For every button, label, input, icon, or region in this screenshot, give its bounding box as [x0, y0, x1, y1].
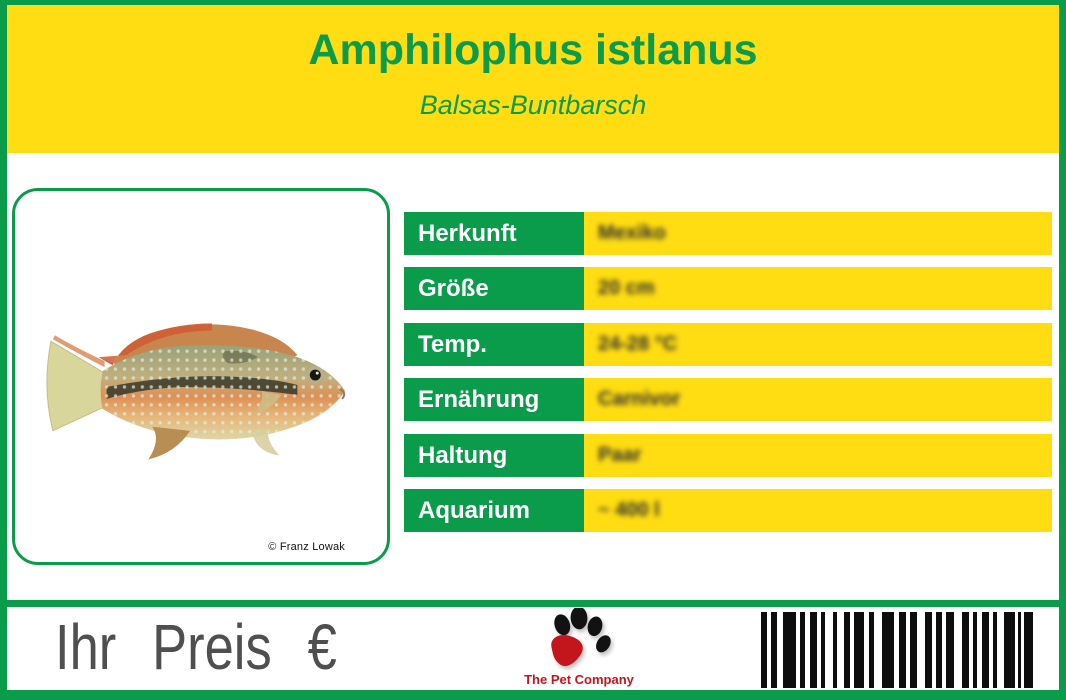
fish-image	[46, 323, 346, 460]
brand-name: The Pet Company	[524, 672, 634, 687]
footer-section: Ihr Preis € The Pet Company	[7, 607, 1059, 690]
spec-row-temp: Temp. 24-28 °C	[404, 323, 1052, 366]
spec-label: Ernährung	[404, 378, 584, 421]
fish-photo-frame: © Franz Lowak	[12, 188, 390, 565]
spec-label: Haltung	[404, 434, 584, 477]
brand-logo: The Pet Company	[519, 608, 639, 690]
paw-icon	[551, 608, 611, 667]
spec-row-aquarium: Aquarium ~ 400 l	[404, 489, 1052, 532]
spec-value-text: Paar	[598, 444, 642, 466]
spec-value-text: 20 cm	[598, 277, 655, 299]
barcode-bar	[946, 612, 954, 688]
spec-value: Paar	[584, 434, 1052, 477]
spec-row-ernaehrung: Ernährung Carnivor	[404, 378, 1052, 421]
spec-row-haltung: Haltung Paar	[404, 434, 1052, 477]
spec-value-text: Mexiko	[598, 222, 666, 244]
barcode-bar	[982, 612, 989, 688]
barcode-bar	[800, 612, 805, 688]
barcode-bar	[936, 612, 942, 688]
spec-label: Aquarium	[404, 489, 584, 532]
barcode-bar	[783, 612, 796, 688]
barcode-bar	[761, 612, 767, 688]
barcode-bar	[925, 612, 932, 688]
spec-label: Temp.	[404, 323, 584, 366]
barcode-bar	[1018, 612, 1021, 688]
barcode-bar	[882, 612, 894, 688]
spec-value: Carnivor	[584, 378, 1052, 421]
barcode-bar	[899, 612, 906, 688]
barcode	[761, 612, 1033, 688]
spec-label: Größe	[404, 267, 584, 310]
barcode-bar	[962, 612, 969, 688]
barcode-bar	[993, 612, 997, 688]
spec-value: 20 cm	[584, 267, 1052, 310]
barcode-bar	[1004, 612, 1015, 688]
main-section: © Franz Lowak Herkunft Mexiko Größe 20 c…	[7, 153, 1059, 600]
spec-value-text: Carnivor	[598, 388, 681, 410]
spec-label: Herkunft	[404, 212, 584, 255]
price-label: Ihr Preis €	[55, 611, 337, 683]
common-name: Balsas-Buntbarsch	[419, 90, 647, 121]
header: Amphilophus istlanus Balsas-Buntbarsch	[7, 5, 1059, 153]
barcode-bar	[869, 612, 874, 688]
barcode-bar	[821, 612, 825, 688]
spec-value: 24-28 °C	[584, 323, 1052, 366]
barcode-bar	[810, 612, 817, 688]
barcode-bar	[771, 612, 777, 688]
spec-row-herkunft: Herkunft Mexiko	[404, 212, 1052, 255]
barcode-bar	[1024, 612, 1033, 688]
barcode-bar	[844, 612, 850, 688]
barcode-bar	[854, 612, 864, 688]
photo-credit: © Franz Lowak	[268, 541, 345, 553]
spec-value-text: 24-28 °C	[598, 333, 678, 355]
spec-value-text: ~ 400 l	[598, 499, 660, 521]
barcode-bar	[833, 612, 837, 688]
spec-value: Mexiko	[584, 212, 1052, 255]
species-name: Amphilophus istlanus	[308, 26, 758, 74]
barcode-bar	[973, 612, 977, 688]
barcode-bar	[910, 612, 917, 688]
spec-value: ~ 400 l	[584, 489, 1052, 532]
spec-row-groesse: Größe 20 cm	[404, 267, 1052, 310]
